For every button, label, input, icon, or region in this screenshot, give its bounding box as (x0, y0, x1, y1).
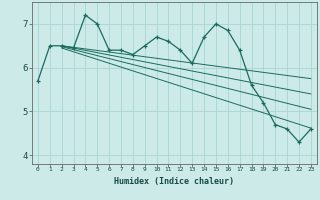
X-axis label: Humidex (Indice chaleur): Humidex (Indice chaleur) (115, 177, 234, 186)
